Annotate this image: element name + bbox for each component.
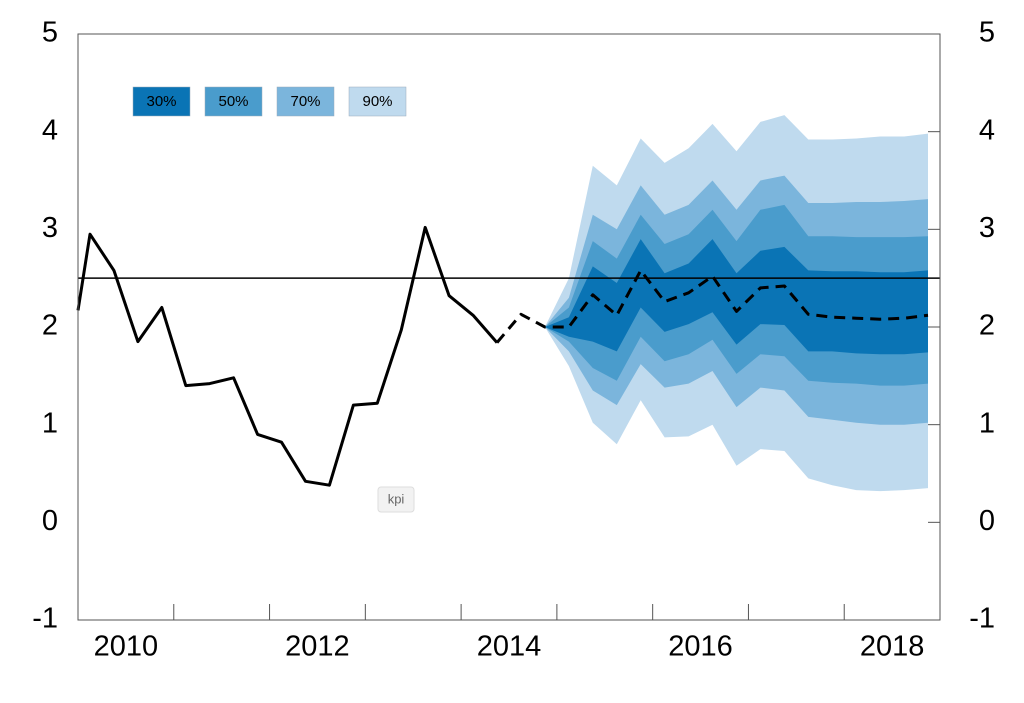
y-tick-label: 5 <box>42 17 58 49</box>
y-tick-label: 0 <box>42 505 58 537</box>
x-tick-label: 2012 <box>285 631 350 663</box>
y2-tick-label: 0 <box>979 505 995 537</box>
y2-tick-label: 3 <box>979 212 995 244</box>
y-tick-label: 2 <box>42 310 58 342</box>
annotation-box <box>377 486 415 513</box>
y2-tick-label: 1 <box>979 407 995 439</box>
legend-swatch <box>348 86 407 117</box>
legend-label: 90% <box>362 93 392 110</box>
legend-label: 30% <box>146 93 176 110</box>
y2-tick-label: 4 <box>979 114 995 146</box>
x-tick-label: 2010 <box>94 631 159 663</box>
x-tick-label: 2018 <box>860 631 925 663</box>
fan-band <box>544 239 928 355</box>
y-tick-label: 1 <box>42 407 58 439</box>
legend-swatch <box>132 86 191 117</box>
y2-tick-label: 2 <box>979 310 995 342</box>
y-tick-label: 4 <box>42 114 58 146</box>
x-tick-label: 2014 <box>477 631 542 663</box>
y-tick-label: 3 <box>42 212 58 244</box>
legend-swatch <box>276 86 335 117</box>
line <box>495 268 929 344</box>
legend-label: 70% <box>290 93 320 110</box>
legend-swatch <box>204 86 263 117</box>
line <box>76 225 499 487</box>
y-tick-label: -1 <box>32 603 58 635</box>
x-tick-label: 2016 <box>668 631 733 663</box>
y2-tick-label: -1 <box>969 603 995 635</box>
y2-tick-label: 5 <box>979 17 995 49</box>
annotation: kpi <box>388 491 405 506</box>
legend-label: 50% <box>218 93 248 110</box>
